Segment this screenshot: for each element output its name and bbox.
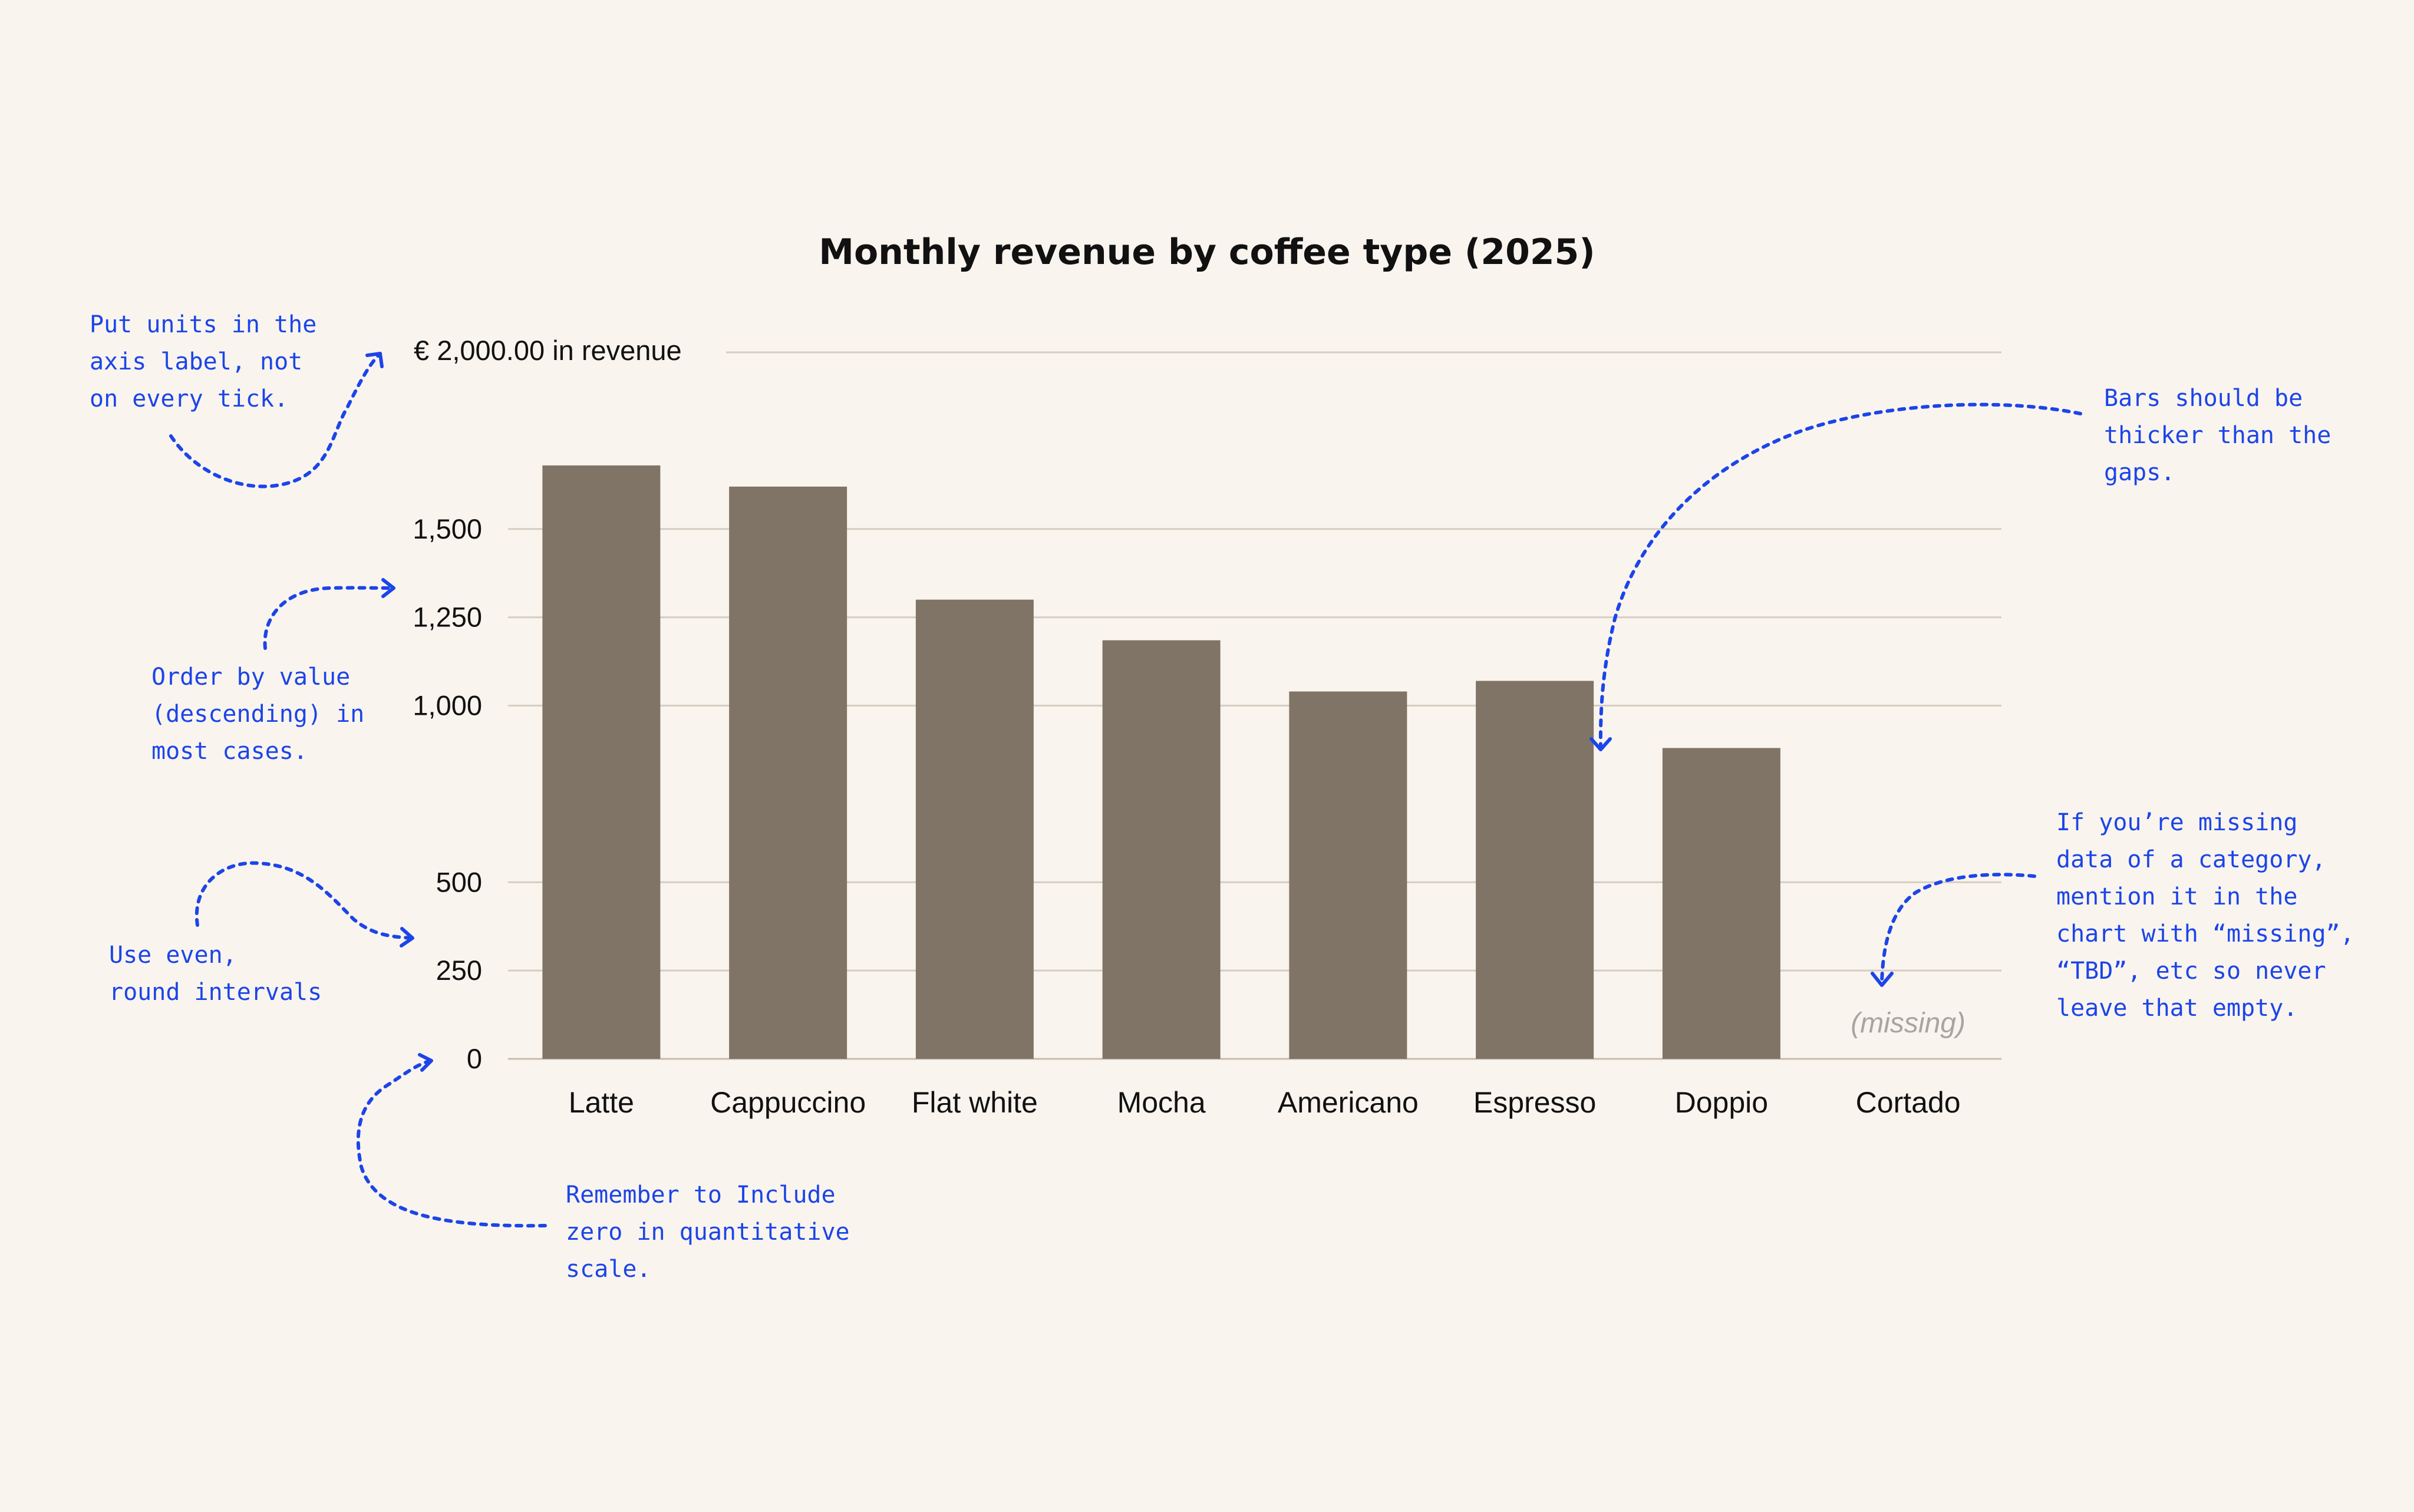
annotation-missing-line: leave that empty. [2056, 995, 2298, 1022]
annotation-intervals-line: round intervals [109, 979, 322, 1006]
chart-title: Monthly revenue by coffee type (2025) [819, 232, 1595, 273]
arrow-units [169, 352, 382, 488]
y-tick-labels: 1,500 1,250 1,000 500 250 0 [413, 513, 482, 1074]
annotation-thickness-line: Bars should be [2104, 385, 2303, 412]
annotation-intervals: Use even, round intervals [109, 937, 322, 1011]
y-tick-label: 1,250 [413, 602, 482, 633]
x-tick-labels: Latte Cappuccino Flat white Mocha Americano E… [569, 1086, 1961, 1119]
arrowhead-missing [1871, 972, 1894, 987]
x-tick-label: Espresso [1473, 1086, 1596, 1119]
bar [1102, 640, 1221, 1059]
arrow-missing [1880, 873, 2036, 985]
x-tick-label: Cappuccino [710, 1086, 866, 1119]
bars: (missing) [542, 465, 1966, 1059]
arrow-thickness [1598, 402, 2082, 751]
annotation-units-line: axis label, not [90, 348, 303, 375]
missing-data-label: (missing) [1851, 1008, 1966, 1039]
arrow-intervals [194, 861, 414, 940]
annotation-thickness: Bars should be thicker than the gaps. [2104, 380, 2331, 491]
y-tick-label: 1,000 [413, 690, 482, 721]
annotation-zero-line: zero in quantitative [566, 1219, 850, 1246]
annotation-units: Put units in the axis label, not on ever… [90, 306, 316, 418]
annotation-thickness-line: gaps. [2104, 459, 2175, 486]
arrowhead-intervals [400, 927, 414, 948]
y-tick-label: 250 [436, 955, 482, 986]
annotation-missing: If you’re missing data of a category, me… [2056, 804, 2354, 1027]
x-tick-label: Americano [1278, 1086, 1419, 1119]
annotation-order-line: Order by value [151, 663, 351, 691]
annotation-zero-line: Remember to Include [566, 1181, 836, 1209]
x-tick-label: Cortado [1856, 1086, 1961, 1119]
annotation-zero: Remember to Include zero in quantitative… [566, 1177, 850, 1288]
y-axis-label: € 2,000.00 in revenue [414, 335, 682, 366]
y-tick-label: 500 [436, 866, 482, 897]
arrow-order [263, 586, 395, 650]
bar [542, 465, 661, 1059]
annotation-missing-line: “TBD”, etc so never [2056, 958, 2326, 985]
bar [1662, 748, 1780, 1059]
annotation-missing-line: chart with “missing”, [2056, 920, 2354, 948]
y-tick-label: 0 [467, 1043, 482, 1074]
annotation-units-line: on every tick. [90, 385, 289, 412]
y-tick-label: 1,500 [413, 513, 482, 544]
bar [1289, 691, 1407, 1059]
annotation-missing-line: If you’re missing [2056, 809, 2298, 836]
annotation-missing-line: mention it in the [2056, 883, 2298, 910]
arrowhead-thickness [1589, 737, 1612, 751]
annotation-order: Order by value (descending) in most case… [151, 659, 364, 770]
annotation-order-line: (descending) in [151, 701, 365, 728]
arrowhead-zero [418, 1053, 433, 1072]
annotation-order-line: most cases. [151, 738, 308, 765]
bar [729, 486, 847, 1059]
annotation-missing-line: data of a category, [2056, 846, 2326, 873]
annotation-arrows [169, 352, 2082, 1228]
x-tick-label: Doppio [1675, 1086, 1768, 1119]
arrow-zero [356, 1059, 547, 1228]
x-tick-label: Flat white [912, 1086, 1038, 1119]
x-tick-label: Mocha [1117, 1086, 1206, 1119]
annotation-intervals-line: Use even, [109, 942, 237, 969]
annotation-units-line: Put units in the [90, 311, 317, 338]
x-tick-label: Latte [569, 1086, 634, 1119]
bar [915, 599, 1034, 1059]
annotation-zero-line: scale. [566, 1256, 651, 1283]
bar [1476, 681, 1594, 1059]
arrowhead-units [365, 352, 384, 368]
annotation-thickness-line: thicker than the [2104, 422, 2331, 449]
arrowhead-order [381, 578, 395, 598]
